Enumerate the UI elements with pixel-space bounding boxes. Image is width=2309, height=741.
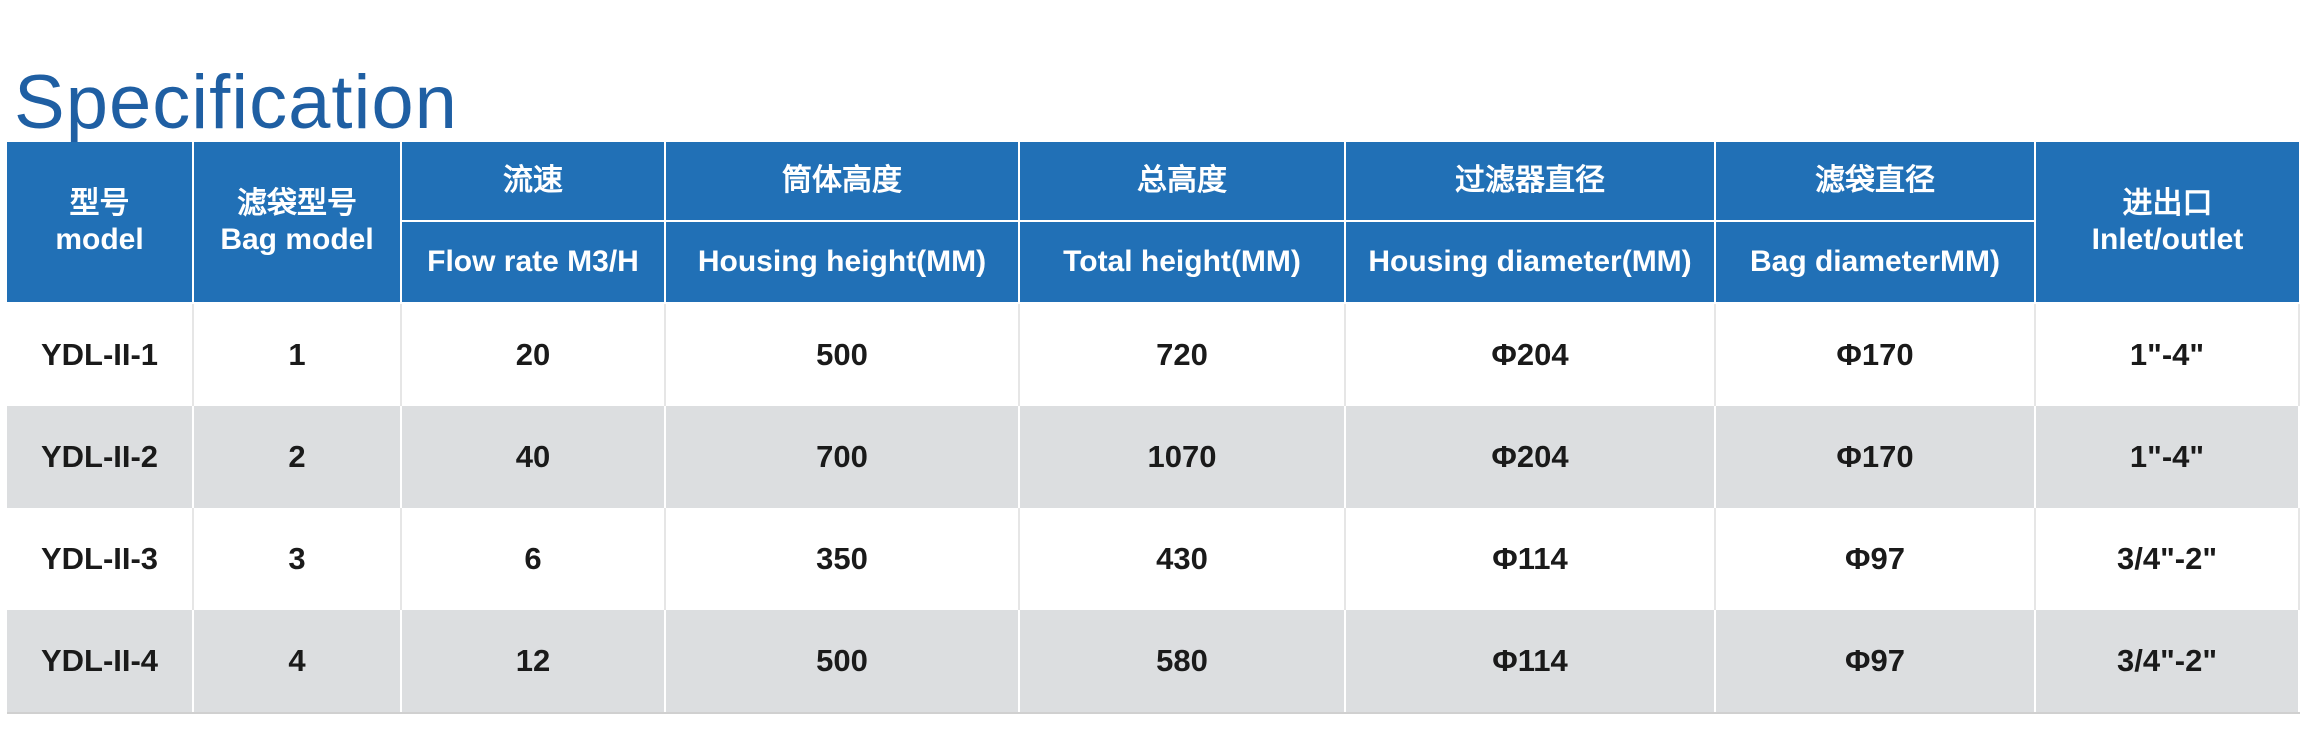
cell-housing-height: 350 — [665, 508, 1020, 610]
cell-inlet-outlet: 3/4"-2" — [2035, 610, 2300, 714]
header-bag-model-cn: 滤袋型号 — [237, 187, 357, 220]
page-title: Specification — [14, 59, 458, 145]
header-housing-height-en: Housing height(MM) — [664, 220, 1020, 304]
cell-model: YDL-II-1 — [7, 303, 194, 406]
header-bag-model-en: Bag model — [220, 223, 374, 256]
cell-flow-rate: 12 — [401, 610, 666, 714]
cell-inlet-outlet: 1"-4" — [2035, 406, 2300, 508]
header-model-en: model — [55, 223, 144, 256]
cell-bag-diameter: Φ97 — [1715, 610, 2036, 714]
table-row: YDL-II-3 3 6 350 430 Φ114 Φ97 3/4"-2" — [7, 508, 2300, 610]
cell-bag-diameter: Φ170 — [1715, 303, 2036, 406]
cell-housing-height: 500 — [665, 610, 1020, 714]
cell-model: YDL-II-4 — [7, 610, 194, 714]
cell-housing-height: 500 — [665, 303, 1020, 406]
cell-total-height: 720 — [1019, 303, 1346, 406]
cell-inlet-outlet: 3/4"-2" — [2035, 508, 2300, 610]
cell-housing-diameter: Φ204 — [1345, 303, 1716, 406]
table-row: YDL-II-4 4 12 500 580 Φ114 Φ97 3/4"-2" — [7, 610, 2300, 714]
cell-housing-diameter: Φ204 — [1345, 406, 1716, 508]
cell-bag-model: 1 — [193, 303, 402, 406]
header-flow-rate-cn: 流速 — [400, 142, 666, 222]
header-flow-rate-en: Flow rate M3/H — [400, 220, 666, 304]
cell-bag-model: 4 — [193, 610, 402, 714]
cell-total-height: 430 — [1019, 508, 1346, 610]
specification-table: 型号 model 滤袋型号 Bag model 流速 筒体高度 总高度 过滤器直… — [7, 142, 2300, 714]
cell-total-height: 580 — [1019, 610, 1346, 714]
header-bag-model: 滤袋型号 Bag model — [192, 142, 402, 304]
cell-model: YDL-II-3 — [7, 508, 194, 610]
header-bag-diameter-cn: 滤袋直径 — [1714, 142, 2036, 222]
cell-inlet-outlet: 1"-4" — [2035, 303, 2300, 406]
header-housing-height-cn: 筒体高度 — [664, 142, 1020, 222]
header-total-height-cn: 总高度 — [1018, 142, 1346, 222]
cell-flow-rate: 20 — [401, 303, 666, 406]
cell-housing-diameter: Φ114 — [1345, 610, 1716, 714]
table-row: YDL-II-2 2 40 700 1070 Φ204 Φ170 1"-4" — [7, 406, 2300, 508]
cell-model: YDL-II-2 — [7, 406, 194, 508]
cell-bag-model: 2 — [193, 406, 402, 508]
cell-flow-rate: 6 — [401, 508, 666, 610]
header-total-height-en: Total height(MM) — [1018, 220, 1346, 304]
cell-housing-height: 700 — [665, 406, 1020, 508]
cell-bag-model: 3 — [193, 508, 402, 610]
cell-bag-diameter: Φ170 — [1715, 406, 2036, 508]
cell-housing-diameter: Φ114 — [1345, 508, 1716, 610]
cell-flow-rate: 40 — [401, 406, 666, 508]
table-row: YDL-II-1 1 20 500 720 Φ204 Φ170 1"-4" — [7, 303, 2300, 406]
header-inlet-outlet-en: Inlet/outlet — [2091, 223, 2244, 256]
header-model: 型号 model — [7, 142, 194, 304]
header-inlet-outlet-cn: 进出口 — [2122, 187, 2213, 220]
header-model-cn: 型号 — [69, 187, 130, 220]
cell-bag-diameter: Φ97 — [1715, 508, 2036, 610]
header-bag-diameter-en: Bag diameterMM) — [1714, 220, 2036, 304]
header-inlet-outlet: 进出口 Inlet/outlet — [2034, 142, 2299, 304]
header-housing-diameter-cn: 过滤器直径 — [1344, 142, 1716, 222]
header-housing-diameter-en: Housing diameter(MM) — [1344, 220, 1716, 304]
cell-total-height: 1070 — [1019, 406, 1346, 508]
